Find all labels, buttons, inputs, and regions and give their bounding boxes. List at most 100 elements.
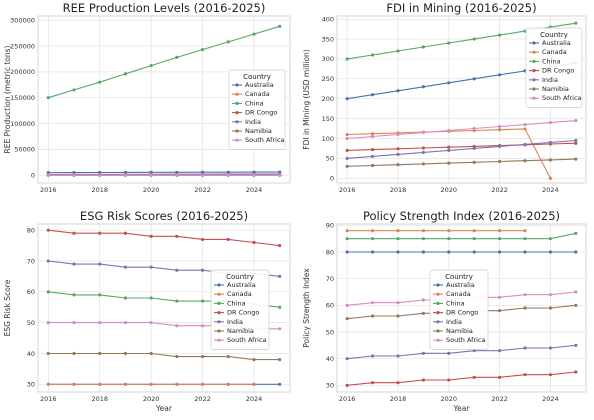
data-point xyxy=(98,382,102,386)
legend-label: India xyxy=(245,118,261,126)
x-tick-label: 2016 xyxy=(40,186,57,194)
data-point xyxy=(396,152,400,156)
x-axis-label: Year xyxy=(155,404,173,413)
data-point xyxy=(345,132,349,137)
legend-label: South Africa xyxy=(446,336,486,344)
data-point xyxy=(498,309,502,313)
data-point xyxy=(278,173,282,177)
y-axis-label: REE Production (metric tons) xyxy=(3,45,12,153)
y-tick-label: 60 xyxy=(326,302,334,310)
x-tick-label: 2024 xyxy=(246,395,263,403)
legend-item: India xyxy=(529,76,558,84)
series-dr-congo xyxy=(345,370,578,387)
data-point xyxy=(345,317,349,321)
data-point xyxy=(574,141,578,145)
data-point xyxy=(175,234,179,238)
data-point xyxy=(523,373,527,377)
y-tick-label: 40 xyxy=(27,350,35,358)
legend-box xyxy=(525,27,583,108)
legend-swatch-marker xyxy=(532,50,536,54)
legend-item: South Africa xyxy=(214,336,267,344)
data-point xyxy=(472,375,476,379)
data-point xyxy=(370,132,375,136)
chart-title: FDI in Mining (2016-2025) xyxy=(386,1,536,15)
data-point xyxy=(421,250,425,254)
data-point xyxy=(472,229,476,233)
legend-item: South Africa xyxy=(529,94,582,102)
data-point xyxy=(523,127,527,131)
data-point xyxy=(447,237,451,241)
legend-label: Canada xyxy=(245,90,270,98)
data-point xyxy=(200,173,205,177)
data-point xyxy=(498,349,502,353)
data-point xyxy=(523,250,527,254)
y-tick-label: 70 xyxy=(326,275,334,283)
series-namibia xyxy=(46,351,282,362)
series-line xyxy=(347,371,576,386)
series-australia xyxy=(345,250,578,254)
legend-item: India xyxy=(433,318,462,326)
legend-swatch-marker xyxy=(217,338,221,342)
legend-label: Australia xyxy=(245,81,274,89)
legend-swatch-marker xyxy=(532,69,536,73)
x-tick-label: 2016 xyxy=(339,186,356,194)
data-point xyxy=(149,173,153,177)
data-point xyxy=(98,173,102,177)
data-point xyxy=(345,156,349,160)
data-point xyxy=(396,89,400,93)
legend-item: Namibia xyxy=(232,127,272,135)
legend-item: Canada xyxy=(433,290,471,298)
legend-item: Namibia xyxy=(433,327,473,335)
y-tick-label: 150 xyxy=(322,115,334,123)
data-point xyxy=(548,158,553,162)
data-point xyxy=(175,268,179,272)
data-point xyxy=(46,173,50,177)
legend-item: DR Congo xyxy=(214,309,259,317)
legend-item: Australia xyxy=(214,281,256,289)
data-point xyxy=(46,351,50,356)
data-point xyxy=(574,303,578,307)
data-point xyxy=(46,96,50,100)
data-point xyxy=(523,346,527,350)
data-point xyxy=(447,161,451,165)
data-point xyxy=(523,306,527,310)
x-axis-label: Year xyxy=(453,404,471,413)
data-point xyxy=(370,148,375,152)
legend-box xyxy=(210,269,270,350)
x-tick-label: 2022 xyxy=(491,395,508,403)
legend-swatch-marker xyxy=(235,120,239,124)
data-point xyxy=(252,382,256,386)
legend-swatch-marker xyxy=(235,92,239,96)
data-point xyxy=(498,124,502,129)
legend-item: China xyxy=(232,99,264,107)
series-line xyxy=(347,120,576,140)
chart-title: Policy Strength Index (2016-2025) xyxy=(363,209,560,223)
data-point xyxy=(523,142,527,147)
legend-item: Canada xyxy=(232,90,270,98)
x-tick-label: 2020 xyxy=(441,395,458,403)
y-tick-label: 250000 xyxy=(10,42,35,50)
legend-item: India xyxy=(232,118,261,126)
y-tick-label: 400 xyxy=(322,15,334,23)
data-point xyxy=(123,231,128,235)
data-point xyxy=(149,351,153,356)
data-point xyxy=(370,163,375,168)
data-point xyxy=(98,231,102,235)
legend-swatch-marker xyxy=(235,83,239,87)
data-point xyxy=(498,250,502,254)
legend-label: Canada xyxy=(446,290,471,298)
data-point xyxy=(226,237,230,242)
data-point xyxy=(345,250,349,254)
data-point xyxy=(278,327,282,331)
series-line xyxy=(347,142,576,151)
data-point xyxy=(200,48,205,52)
legend-label: China xyxy=(245,99,264,107)
series-line xyxy=(48,171,280,174)
data-point xyxy=(123,382,128,386)
data-point xyxy=(523,237,527,241)
y-tick-label: 0 xyxy=(330,175,334,183)
data-point xyxy=(396,163,400,167)
data-point xyxy=(548,140,553,145)
legend-label: Australia xyxy=(227,281,256,289)
